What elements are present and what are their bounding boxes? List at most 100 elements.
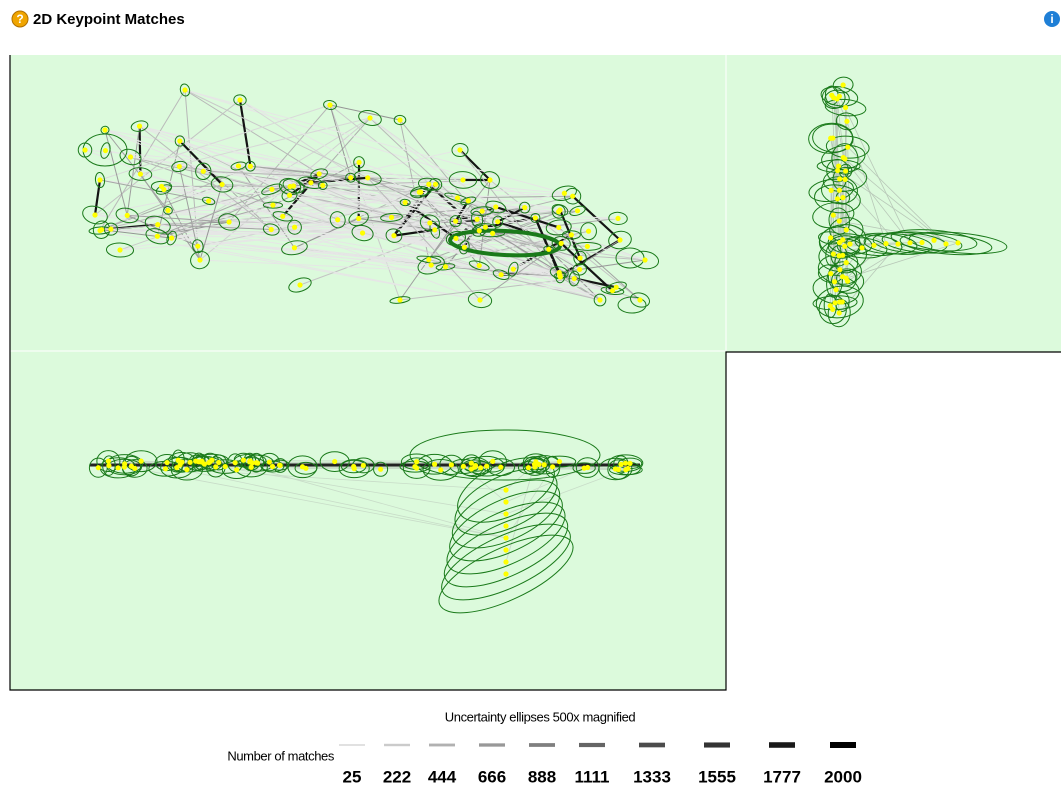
keypoint: [122, 464, 127, 469]
keypoint: [943, 241, 948, 246]
keypoint: [270, 464, 275, 469]
keypoint: [320, 183, 325, 188]
keypoint: [356, 160, 361, 165]
keypoint: [883, 241, 888, 246]
keypoint: [255, 461, 260, 466]
keypoint: [477, 297, 482, 302]
legend-swatch: [704, 742, 730, 747]
keypoint: [503, 523, 508, 528]
keypoint: [129, 464, 134, 469]
keypoint: [832, 300, 837, 305]
keypoint: [475, 217, 480, 222]
keypoint: [533, 215, 538, 220]
keypoint: [169, 235, 174, 240]
keypoint: [297, 282, 302, 287]
keypoint: [841, 82, 846, 87]
keypoint: [557, 270, 562, 275]
keypoint: [219, 182, 224, 187]
keypoint: [438, 467, 443, 472]
keypoint: [490, 459, 495, 464]
keypoint: [106, 463, 111, 468]
keypoint: [542, 462, 547, 467]
keypoint: [845, 145, 850, 150]
yz-panel: [726, 55, 1061, 352]
keypoint: [155, 234, 160, 239]
keypoint: [575, 208, 580, 213]
xz-panel: [10, 351, 726, 690]
keypoint: [859, 245, 864, 250]
keypoint: [842, 244, 847, 249]
keypoint: [837, 188, 842, 193]
legend-swatch: [479, 743, 505, 746]
keypoint: [412, 464, 417, 469]
keypoint: [269, 187, 274, 192]
keypoint: [453, 236, 458, 241]
keypoint: [391, 233, 396, 238]
keypoint: [835, 196, 840, 201]
keypoint: [455, 195, 460, 200]
legend-value: 222: [383, 767, 411, 786]
keypoint: [832, 279, 837, 284]
keypoint: [546, 247, 551, 252]
keypoint: [625, 466, 630, 471]
keypoint: [844, 119, 849, 124]
svg-text:i: i: [1050, 12, 1053, 26]
keypoint: [226, 219, 231, 224]
legend-value: 666: [478, 767, 506, 786]
keypoint: [532, 464, 537, 469]
keypoint: [138, 171, 143, 176]
keypoint: [367, 115, 372, 120]
legend-value: 1555: [698, 767, 736, 786]
legend-swatch: [384, 744, 410, 746]
help-icon[interactable]: ?: [12, 11, 28, 27]
keypoint: [414, 459, 419, 464]
keypoint: [223, 464, 228, 469]
keypoint: [462, 245, 467, 250]
keypoint: [389, 215, 394, 220]
keypoint: [503, 487, 508, 492]
keypoint: [586, 229, 591, 234]
keypoint: [828, 235, 833, 240]
keypoint: [116, 465, 121, 470]
keypoint: [103, 148, 108, 153]
keypoint: [837, 310, 842, 315]
keypoint: [503, 547, 508, 552]
keypoint: [845, 279, 850, 284]
keypoint: [503, 499, 508, 504]
keypoint: [493, 204, 498, 209]
keypoint: [102, 127, 107, 132]
keypoint: [96, 465, 101, 470]
keypoint: [117, 247, 122, 252]
keypoint: [97, 177, 102, 182]
keypoint: [352, 466, 357, 471]
keypoint: [365, 175, 370, 180]
keypoint: [397, 297, 402, 302]
legend-value: 2000: [824, 767, 862, 786]
keypoint: [182, 87, 187, 92]
keypoint: [833, 287, 838, 292]
keypoint: [234, 467, 239, 472]
keypoint: [453, 219, 458, 224]
keypoint: [427, 220, 432, 225]
keypoint: [511, 267, 516, 272]
keypoint: [847, 241, 852, 246]
keypoint: [449, 462, 454, 467]
keypoint: [550, 464, 555, 469]
keypoint: [155, 222, 160, 227]
keypoint: [317, 171, 322, 176]
keypoint: [177, 138, 182, 143]
legend-swatch: [769, 742, 795, 748]
keypoint: [610, 288, 615, 293]
info-icon[interactable]: i: [1044, 11, 1060, 27]
keypoint: [249, 465, 254, 470]
keypoint: [585, 244, 590, 249]
legend-value: 444: [428, 767, 457, 786]
keypoint: [871, 243, 876, 248]
keypoint: [618, 462, 623, 467]
keypoint: [829, 188, 834, 193]
keypoint: [137, 124, 142, 129]
keypoint: [287, 184, 292, 189]
keypoint: [206, 460, 211, 465]
keypoint: [919, 240, 924, 245]
keypoint: [432, 227, 437, 232]
